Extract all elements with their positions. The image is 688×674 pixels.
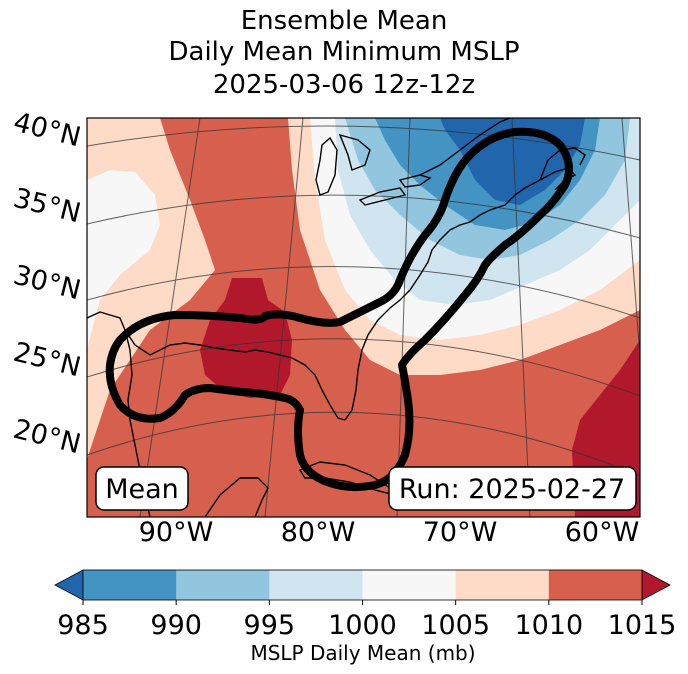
great-lake-erie xyxy=(358,187,407,206)
mean-label-box: Mean xyxy=(95,466,189,511)
meridian-70w xyxy=(396,118,411,517)
chart-title-line-2: Daily Mean Minimum MSLP xyxy=(168,37,520,67)
parallel-20n xyxy=(87,411,640,477)
meridian-60w xyxy=(511,118,531,517)
coast-st-lawrence xyxy=(419,118,511,176)
lon-label-70w: 70°W xyxy=(423,517,498,548)
meridian-50w xyxy=(621,118,640,365)
lat-label-25n: 25°N xyxy=(10,337,84,384)
lat-label-35n: 35°N xyxy=(10,183,84,230)
colorbar-tick-label-1000: 1000 xyxy=(328,610,397,641)
great-lake-ontario xyxy=(398,174,432,188)
parallel-25n xyxy=(87,338,640,397)
great-lake-huron xyxy=(338,133,371,171)
colorbar-segment-1005-1010 xyxy=(455,570,550,600)
field-above-1015-gulf xyxy=(200,278,292,398)
coast-northeast xyxy=(469,167,577,223)
coast-florida-east xyxy=(344,221,471,421)
colorbar-segment-995-1000 xyxy=(269,570,363,600)
run-date-text: Run: 2025-02-27 xyxy=(399,474,625,505)
run-date-box: Run: 2025-02-27 xyxy=(388,466,637,511)
outline-region-contour xyxy=(105,127,573,492)
mean-label-text: Mean xyxy=(105,474,179,505)
colorbar-segment-1010-1015 xyxy=(548,570,643,600)
map-area: Mean Run: 2025-02-27 xyxy=(87,118,640,517)
parallel-30n xyxy=(87,266,640,319)
colorbar-segment-985-990 xyxy=(83,570,177,600)
colorbar-tick-label-990: 990 xyxy=(150,610,202,641)
chart-title-line-3: 2025-03-06 12z-12z xyxy=(212,70,476,100)
lat-label-20n: 20°N xyxy=(10,414,84,461)
colorbar-extend-low xyxy=(54,569,84,601)
lat-label-30n: 30°N xyxy=(10,260,84,307)
colorbar-tick-label-995: 995 xyxy=(244,610,296,641)
lon-label-80w: 80°W xyxy=(281,517,356,548)
chart-title-line-1: Ensemble Mean xyxy=(240,6,448,36)
colorbar-tick-label-985: 985 xyxy=(57,610,109,641)
mean-label-bg xyxy=(95,466,189,511)
colorbar-tick-label-1010: 1010 xyxy=(514,610,583,641)
lon-label-90w: 90°W xyxy=(139,517,214,548)
run-date-bg xyxy=(388,466,637,511)
colorbar-label: MSLP Daily Mean (mb) xyxy=(250,641,475,665)
colorbar-tick-label-1015: 1015 xyxy=(608,610,677,641)
lon-label-60w: 60°W xyxy=(565,517,640,548)
coast-maritimes xyxy=(539,147,586,181)
great-lake-michigan xyxy=(315,136,338,196)
colorbar-tick-label-1005: 1005 xyxy=(421,610,490,641)
map-frame xyxy=(86,117,641,518)
lat-label-40n: 40°N xyxy=(10,107,84,154)
field-1000-1005-west xyxy=(87,170,160,350)
parallel-35n xyxy=(87,194,640,239)
coast-yucatan xyxy=(204,477,269,517)
colorbar-segment-1000-1005 xyxy=(362,570,457,600)
colorbar-extend-high xyxy=(641,569,671,601)
coast-us-gulf xyxy=(87,311,346,421)
colorbar: 985 990 995 1000 1005 1010 1015 xyxy=(54,569,677,641)
colorbar-segment-990-995 xyxy=(176,570,270,600)
